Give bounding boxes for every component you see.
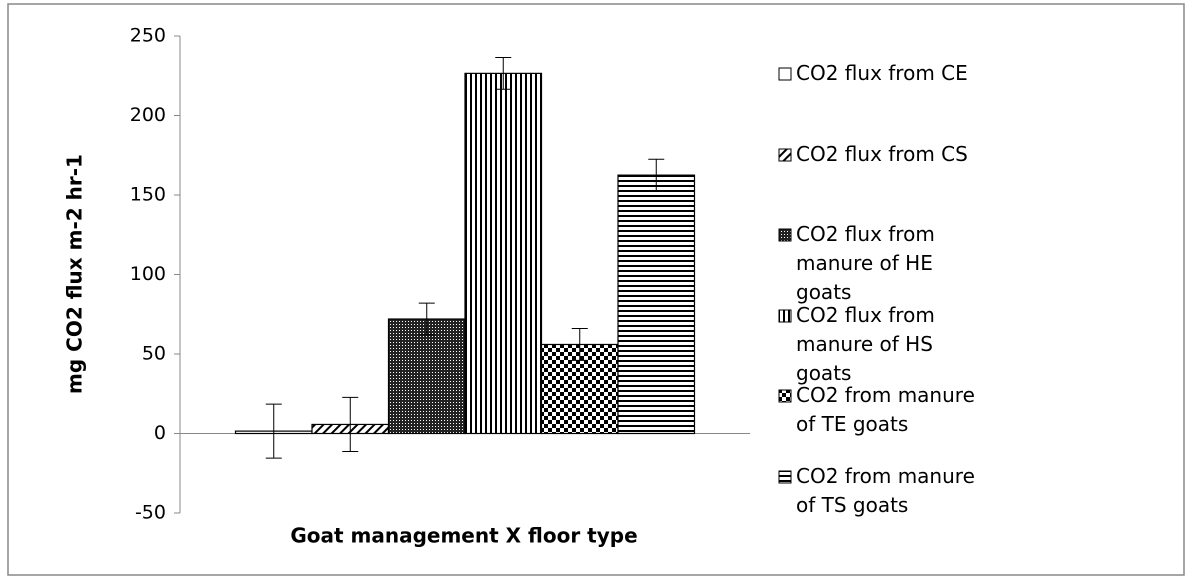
legend-label: CO2 flux from manure of HE goats: [796, 222, 935, 304]
error-bar: [342, 396, 359, 452]
legend-item: CO2 flux from manure of HS goats: [778, 301, 993, 388]
legend-swatch: [778, 470, 792, 483]
error-bar: [265, 403, 282, 459]
legend-label: CO2 from manure of TE goats: [796, 383, 975, 436]
bar: [617, 174, 696, 435]
y-tick-label: 0: [154, 422, 166, 444]
legend-swatch-box: [778, 67, 792, 81]
legend-item: CO2 from manure of TS goats: [778, 462, 993, 520]
error-bar: [418, 302, 435, 336]
legend-label: CO2 flux from CE: [796, 61, 968, 85]
y-tick-label: 200: [130, 104, 166, 126]
y-axis-label: mg CO2 flux m-2 hr-1: [63, 154, 87, 394]
error-bar: [571, 328, 588, 361]
legend-swatch: [778, 228, 792, 242]
y-tick-label: 150: [130, 184, 166, 206]
y-tick-label: 100: [130, 263, 166, 285]
legend-item: CO2 flux from CE: [778, 59, 993, 88]
frame: [7, 3, 1185, 576]
legend-swatch: [778, 389, 792, 403]
y-tick-label: 250: [130, 25, 166, 47]
legend-label: CO2 flux from manure of HS goats: [796, 302, 935, 385]
legend-swatch-box: [778, 389, 792, 403]
y-tick-label: 50: [142, 343, 166, 365]
error-bar: [495, 56, 512, 90]
legend-item: CO2 flux from CS: [778, 140, 993, 169]
legend-swatch: [778, 67, 792, 81]
legend-label: CO2 from manure of TS goats: [796, 463, 975, 517]
legend-item: CO2 flux from manure of HE goats: [778, 220, 993, 307]
legend-swatch-box: [778, 148, 792, 161]
bar: [387, 318, 466, 435]
legend-swatch: [778, 309, 792, 322]
legend-swatch-box: [778, 470, 792, 483]
legend-label: CO2 flux from CS: [796, 141, 968, 166]
legend-item: CO2 from manure of TE goats: [778, 381, 993, 439]
y-tick-label: -50: [135, 502, 166, 524]
error-bar: [648, 158, 665, 192]
legend-swatch: [778, 148, 792, 161]
x-axis-label: Goat management X floor type: [290, 524, 637, 548]
legend-swatch-box: [778, 228, 792, 242]
legend-swatch-box: [778, 309, 792, 322]
bar: [464, 72, 543, 435]
